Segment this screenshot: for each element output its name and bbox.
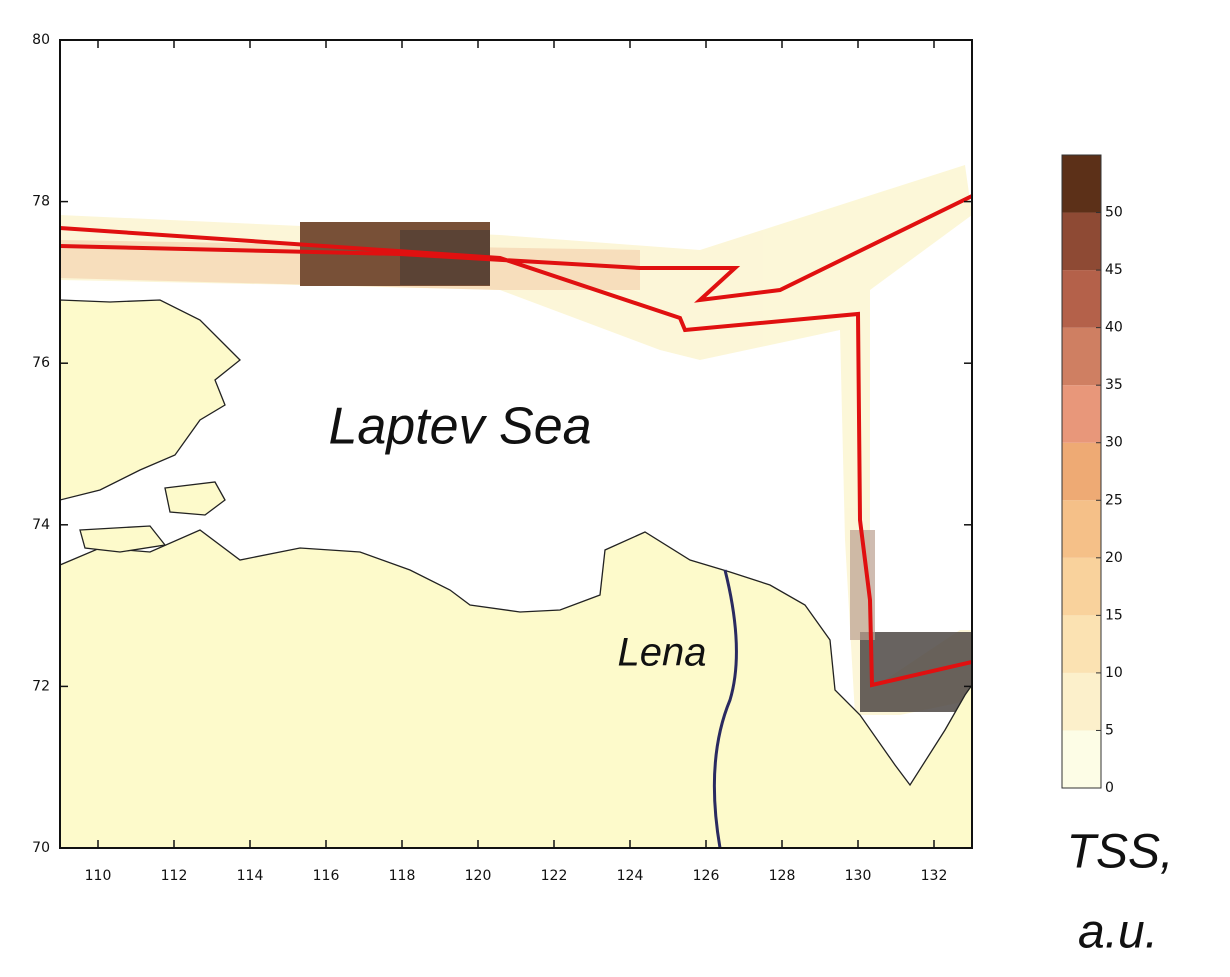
colorbar-tick-label: 10 bbox=[1105, 665, 1123, 681]
colorbar-tick-label: 0 bbox=[1105, 780, 1114, 796]
x-tick-label: 116 bbox=[313, 868, 340, 884]
y-tick-label: 74 bbox=[32, 517, 50, 533]
colorbar-band bbox=[1062, 500, 1101, 558]
x-tick-label: 114 bbox=[237, 868, 264, 884]
colorbar-title: TSS, bbox=[1067, 826, 1174, 879]
colorbar-tick-label: 25 bbox=[1105, 492, 1123, 508]
colorbar-title: a.u. bbox=[1078, 906, 1158, 959]
y-tick-label: 76 bbox=[32, 355, 50, 371]
colorbar-band bbox=[1062, 385, 1101, 443]
colorbar-frame bbox=[1061, 154, 1102, 789]
colorbar-band bbox=[1062, 270, 1101, 328]
y-tick-label: 72 bbox=[32, 678, 50, 694]
y-tick-label: 78 bbox=[32, 194, 50, 210]
river bbox=[712, 569, 738, 848]
colorbar-band bbox=[1062, 672, 1101, 731]
colorbar-tick-label: 45 bbox=[1105, 262, 1123, 278]
y-tick-label: 80 bbox=[32, 32, 50, 48]
colorbar-band bbox=[1062, 442, 1101, 501]
colorbar-tick-label: 15 bbox=[1105, 607, 1123, 623]
y-tick-label: 70 bbox=[32, 840, 50, 856]
colorbar-band bbox=[1062, 155, 1101, 213]
x-tick-label: 118 bbox=[389, 868, 416, 884]
ship-track bbox=[60, 194, 972, 688]
x-tick-label: 124 bbox=[617, 868, 644, 884]
colorbar-tick-label: 40 bbox=[1105, 320, 1123, 336]
colorbar-tick-label: 30 bbox=[1105, 435, 1123, 451]
x-tick-label: 130 bbox=[845, 868, 872, 884]
colorbar-tick-label: 20 bbox=[1105, 550, 1123, 566]
colorbar-band bbox=[1062, 212, 1101, 271]
river-label: Lena bbox=[618, 631, 707, 675]
x-tick-label: 120 bbox=[465, 868, 492, 884]
x-tick-label: 126 bbox=[693, 868, 720, 884]
colorbar-tick-label: 50 bbox=[1105, 205, 1123, 221]
colorbar-band bbox=[1062, 327, 1101, 386]
colorbar-tick-label: 5 bbox=[1105, 722, 1114, 738]
x-tick-label: 132 bbox=[921, 868, 948, 884]
map-area bbox=[60, 165, 972, 848]
plot-frame bbox=[59, 39, 973, 849]
colorbar-band bbox=[1062, 730, 1101, 788]
x-tick-label: 128 bbox=[769, 868, 796, 884]
colorbar-band bbox=[1062, 557, 1101, 616]
colorbar-tick-label: 35 bbox=[1105, 377, 1123, 393]
x-tick-label: 112 bbox=[161, 868, 188, 884]
land bbox=[60, 299, 972, 848]
x-tick-label: 122 bbox=[541, 868, 568, 884]
x-tick-label: 110 bbox=[85, 868, 112, 884]
sea-label: Laptev Sea bbox=[328, 398, 591, 456]
colorbar-band bbox=[1062, 615, 1101, 673]
